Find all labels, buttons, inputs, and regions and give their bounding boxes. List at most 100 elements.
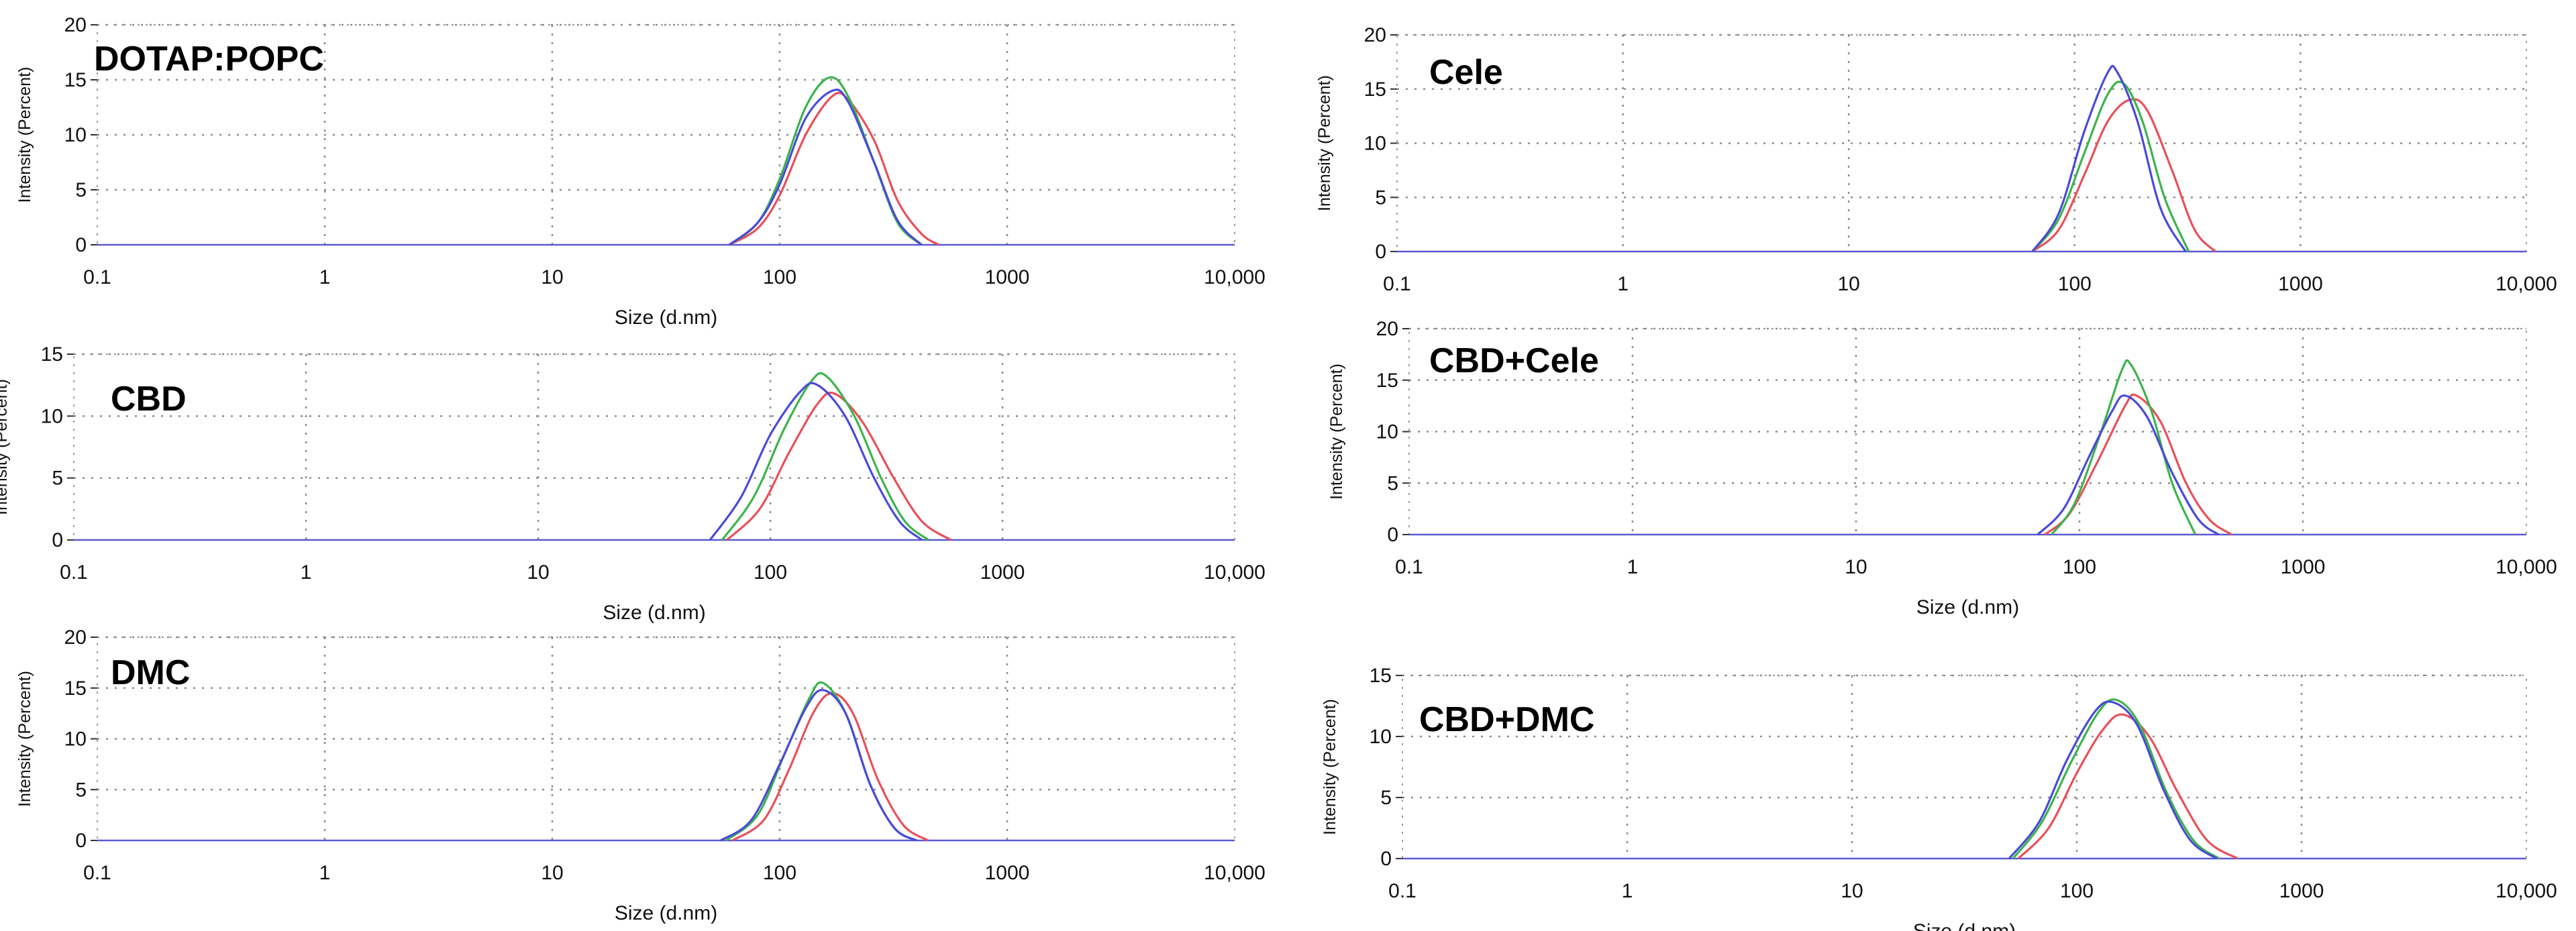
y-tick-label: 10 [1376,421,1398,443]
y-tick-label: 0 [52,529,63,551]
x-tick-label: 0.1 [60,561,88,584]
y-tick-label: 0 [75,234,87,256]
x-tick-label: 100 [763,862,796,884]
x-tick-label: 1000 [2281,556,2326,578]
series-line [731,692,929,842]
x-tick-label: 100 [763,266,796,288]
chart-panel: 0.1 1 10 100 1000 10,000 0 5 10 15 20 Size (d.nm) In… [15,14,1266,329]
panel-label: CBD [111,380,187,419]
x-tick-label: 1000 [2278,273,2323,295]
series-line [2031,98,2216,253]
x-tick-label: 10,000 [2495,880,2557,902]
chart-panel: 0.1 1 10 100 1000 10,000 0 5 10 15 20 Size (d.nm) In… [1327,318,2557,618]
x-tick-label: 10 [1838,273,1860,295]
y-tick-label: 15 [1370,665,1392,687]
series-line [2017,713,2238,860]
x-tick-label: 1000 [985,862,1030,884]
y-tick-label: 15 [1376,370,1398,392]
y-tick-label: 5 [1387,472,1398,494]
y-axis-title: Intensity (Percent) [0,379,11,515]
x-tick-label: 10 [541,266,563,288]
chart-panel: 0.1 1 10 100 1000 10,000 0 5 10 15 Size (d.nm) Inte… [1321,665,2557,931]
x-tick-label: 10,000 [2495,273,2557,295]
x-tick-label: 100 [754,561,787,584]
x-tick-label: 10 [541,862,563,884]
y-axis-title: Intensity (Percent) [15,671,34,807]
x-tick-label: 100 [2060,880,2094,902]
y-tick-label: 0 [1380,848,1392,870]
y-axis-title: Intensity (Percent) [1327,364,1346,500]
x-tick-label: 1000 [980,561,1025,584]
y-tick-label: 5 [75,179,87,201]
panel-label: DOTAP:POPC [94,40,324,78]
y-tick-label: 10 [64,124,87,146]
x-tick-label: 1 [301,561,312,584]
x-tick-label: 10,000 [2495,556,2557,578]
y-tick-label: 10 [1364,133,1386,155]
panel-label: CBD+Cele [1429,341,1599,380]
x-tick-label: 10 [1845,556,1867,578]
plot-frame [73,353,1235,541]
y-axis-title: Intensity (Percent) [15,67,34,203]
x-tick-label: 0.1 [1395,556,1423,578]
series-line [709,382,923,541]
y-tick-label: 15 [64,677,87,700]
series-line [2037,394,2220,536]
x-tick-label: 1000 [2279,880,2324,902]
x-tick-label: 10,000 [1204,862,1266,884]
panel-label: CBD+DMC [1419,700,1594,739]
y-tick-label: 0 [1375,241,1386,263]
x-tick-label: 10,000 [1204,266,1266,288]
series-line [2012,698,2220,860]
series-line [2031,80,2190,253]
x-tick-label: 1 [1627,556,1639,578]
series-line [2031,64,2187,252]
x-axis-title: Size (d.nm) [1916,596,2019,618]
y-tick-label: 5 [75,779,87,801]
y-tick-label: 20 [64,626,87,649]
y-tick-label: 15 [1364,78,1386,101]
y-tick-label: 15 [41,343,63,366]
y-tick-label: 0 [75,830,87,852]
series-line [2008,700,2218,860]
panel-label: DMC [111,653,190,692]
chart-panel: 0.1 1 10 100 1000 10,000 0 5 10 15 20 Size (d.nm) In… [15,626,1266,924]
x-tick-label: 0.1 [83,266,111,288]
x-tick-label: 0.1 [1388,880,1416,902]
y-tick-label: 5 [1375,186,1386,209]
x-tick-label: 100 [2063,556,2096,578]
x-tick-label: 100 [2058,273,2092,295]
y-tick-label: 20 [1364,24,1386,46]
y-tick-label: 10 [64,728,87,751]
plot-frame [1396,34,2527,252]
y-tick-label: 5 [1380,787,1392,809]
x-tick-label: 0.1 [1383,273,1411,295]
series-line [2044,393,2232,536]
y-axis-title: Intensity (Percent) [1315,75,1334,211]
panel-label: Cele [1429,53,1503,92]
x-tick-label: 1 [319,862,331,884]
chart-panel: 0.1 1 10 100 1000 10,000 0 5 10 15 20 Intensity (Pe… [1315,24,2557,295]
y-axis-title: Intensity (Percent) [1321,699,1339,835]
chart-panel: 0.1 1 10 100 1000 10,000 0 5 10 15 Size (d.nm) Inte… [0,343,1266,624]
y-tick-label: 20 [64,14,87,36]
x-tick-label: 10,000 [1204,561,1266,584]
y-tick-label: 10 [41,405,63,427]
series-line [726,391,952,541]
series-line [2051,359,2197,535]
series-line [721,372,929,541]
x-tick-label: 10 [527,561,549,584]
y-tick-label: 20 [1376,318,1398,340]
y-tick-label: 15 [64,69,87,91]
series-line [720,689,917,842]
y-tick-label: 5 [52,468,63,490]
x-tick-label: 1000 [985,266,1030,288]
x-axis-title: Size (d.nm) [615,307,717,329]
y-tick-label: 0 [1387,524,1398,546]
series-line [729,91,939,246]
x-tick-label: 1 [319,266,331,288]
series-line [728,89,923,246]
x-tick-label: 0.1 [83,862,111,884]
x-tick-label: 1 [1617,273,1629,295]
